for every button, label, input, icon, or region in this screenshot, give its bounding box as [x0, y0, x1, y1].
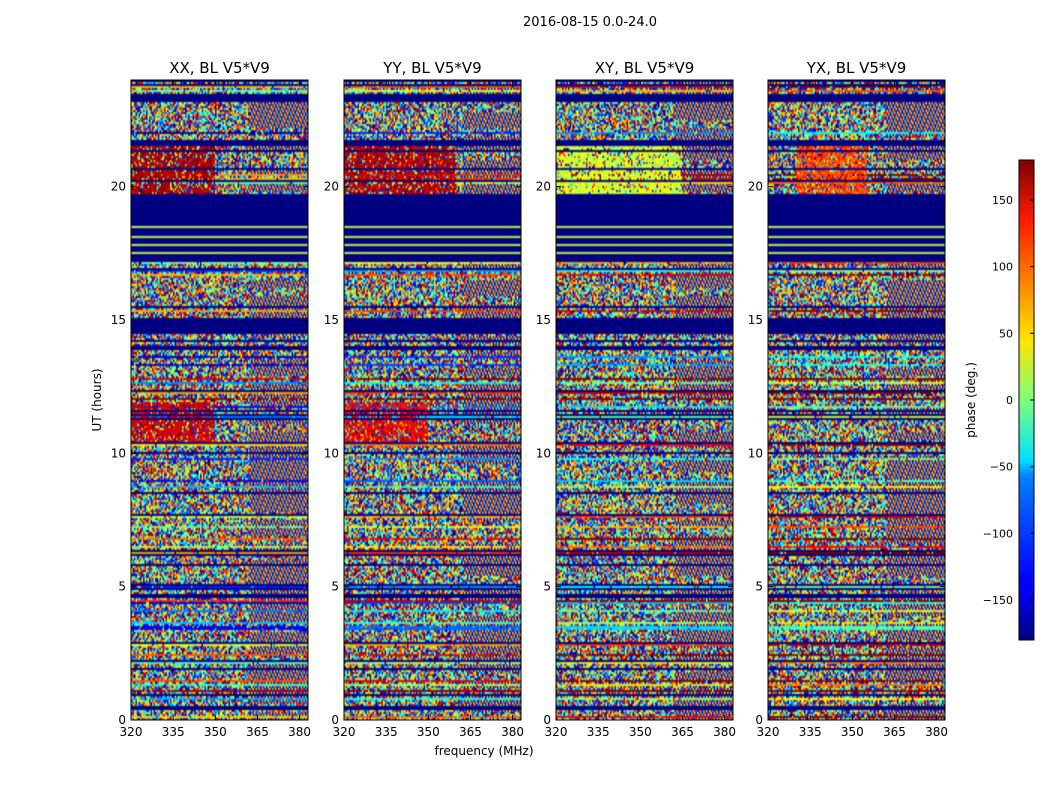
panel-xy-title: XY, BL V5*V9 — [595, 59, 695, 77]
x-tick-label: 365 — [883, 725, 906, 739]
panel-xx-title: XX, BL V5*V9 — [169, 59, 270, 77]
y-tick-label: 10 — [748, 446, 763, 460]
x-tick-label: 380 — [288, 725, 311, 739]
colorbar-tick-label: −100 — [983, 527, 1013, 540]
y-tick-label: 15 — [324, 313, 339, 327]
panel-yx-title: YX, BL V5*V9 — [806, 59, 907, 77]
y-tick-label: 5 — [755, 580, 763, 594]
x-tick-label: 350 — [841, 725, 864, 739]
y-tick-label: 20 — [748, 180, 763, 194]
panel-yy-frame — [343, 79, 522, 721]
x-tick-label: 350 — [204, 725, 227, 739]
x-tick-label: 335 — [799, 725, 822, 739]
y-tick-label: 5 — [543, 580, 551, 594]
y-tick-label: 0 — [543, 713, 551, 727]
x-tick-label: 350 — [417, 725, 440, 739]
y-tick-label: 20 — [111, 180, 126, 194]
panel-xx-frame — [130, 79, 309, 721]
y-axis-label: UT (hours) — [90, 368, 104, 431]
y-tick-label: 15 — [111, 313, 126, 327]
y-tick-label: 0 — [755, 713, 763, 727]
panel-xy: XY, BL V5*V9 320 335 350 365 380 0 5 10 15 20 — [536, 59, 736, 739]
panel-yx-raster — [768, 80, 945, 720]
x-tick-label: 380 — [713, 725, 736, 739]
suptitle: 2016-08-15 0.0-24.0 — [523, 15, 657, 30]
x-tick-label: 365 — [246, 725, 269, 739]
x-axis-label: frequency (MHz) — [434, 744, 533, 758]
colorbar-tick-label: −150 — [983, 594, 1013, 607]
y-tick-label: 0 — [118, 713, 126, 727]
panel-xy-frame — [555, 79, 734, 721]
y-tick-label: 10 — [536, 446, 551, 460]
panel-yx-frame — [767, 79, 946, 721]
colorbar: phase (deg.) 150 100 50 0 −50 −100 −150 — [964, 159, 1035, 641]
colorbar-tick-label: 50 — [999, 327, 1013, 340]
colorbar-tick-label: 150 — [992, 194, 1013, 207]
panel-xy-raster — [556, 80, 733, 720]
panel-xx-raster — [131, 80, 308, 720]
y-tick-label: 5 — [331, 580, 339, 594]
panel-xx: XX, BL V5*V9 320 335 350 365 380 0 5 10 15 20 — [111, 59, 311, 739]
x-tick-label: 320 — [757, 725, 780, 739]
x-tick-label: 380 — [501, 725, 524, 739]
y-tick-label: 0 — [331, 713, 339, 727]
x-tick-label: 335 — [162, 725, 185, 739]
y-tick-label: 20 — [536, 180, 551, 194]
y-tick-label: 10 — [324, 446, 339, 460]
panel-yy-raster — [344, 80, 521, 720]
colorbar-label: phase (deg.) — [964, 362, 978, 438]
panel-yy: YY, BL V5*V9 320 335 350 365 380 0 5 10 15 20 — [324, 59, 524, 739]
x-tick-label: 320 — [545, 725, 568, 739]
x-tick-label: 320 — [333, 725, 356, 739]
panel-yx: YX, BL V5*V9 320 335 350 365 380 0 5 10 15 20 — [748, 59, 948, 739]
y-tick-label: 20 — [324, 180, 339, 194]
x-tick-label: 365 — [671, 725, 694, 739]
x-tick-label: 335 — [587, 725, 610, 739]
y-tick-label: 5 — [118, 580, 126, 594]
x-tick-label: 350 — [629, 725, 652, 739]
panel-yy-title: YY, BL V5*V9 — [382, 59, 481, 77]
colorbar-tick-label: 0 — [1006, 394, 1013, 407]
y-tick-label: 15 — [748, 313, 763, 327]
x-tick-label: 380 — [925, 725, 948, 739]
x-tick-label: 335 — [375, 725, 398, 739]
colorbar-tick-label: −50 — [990, 461, 1013, 474]
x-tick-label: 320 — [120, 725, 143, 739]
colorbar-tick-label: 100 — [992, 261, 1013, 274]
x-tick-label: 365 — [459, 725, 482, 739]
y-tick-label: 15 — [536, 313, 551, 327]
y-tick-label: 10 — [111, 446, 126, 460]
